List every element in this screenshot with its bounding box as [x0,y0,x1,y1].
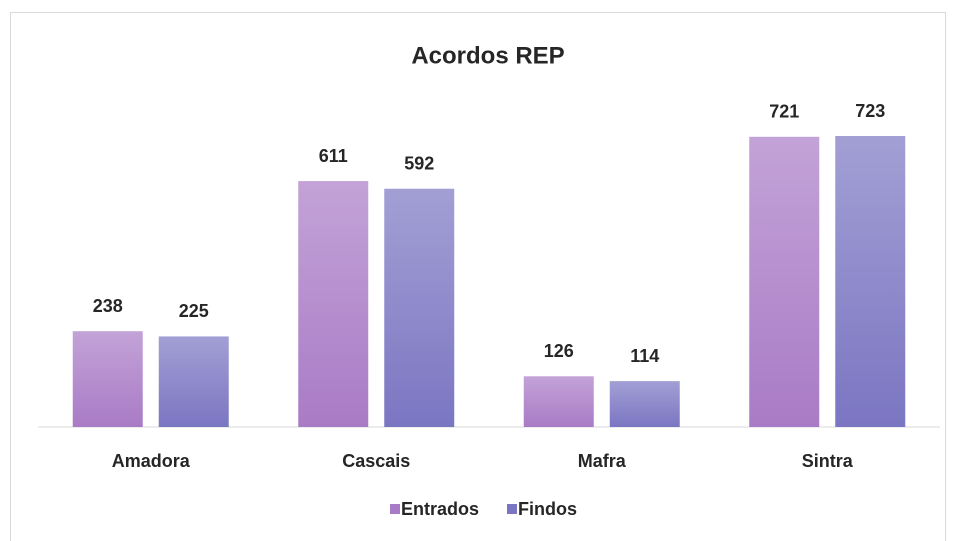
chart-title: Acordos REP [411,42,564,69]
data-label: 723 [855,101,885,121]
data-label: 225 [179,301,209,321]
data-label: 238 [93,296,123,316]
bar [523,376,594,427]
bar [298,181,369,427]
x-tick-label: Cascais [342,451,410,471]
data-label: 611 [319,146,348,166]
bar [609,381,680,427]
bar [384,188,455,427]
legend-label: Findos [518,499,577,519]
legend-swatch [507,504,517,514]
x-tick-label: Sintra [802,451,854,471]
bar [835,136,906,427]
data-label: 126 [544,341,574,361]
data-label: 114 [630,346,659,366]
x-tick-label: Amadora [112,451,191,471]
chart-frame [10,12,946,541]
bar [749,136,820,427]
bar [158,336,229,427]
x-tick-label: Mafra [578,451,627,471]
data-label: 721 [769,102,799,122]
legend-swatch [390,504,400,514]
bar [72,331,143,427]
data-label: 592 [404,153,434,173]
legend-label: Entrados [401,499,479,519]
